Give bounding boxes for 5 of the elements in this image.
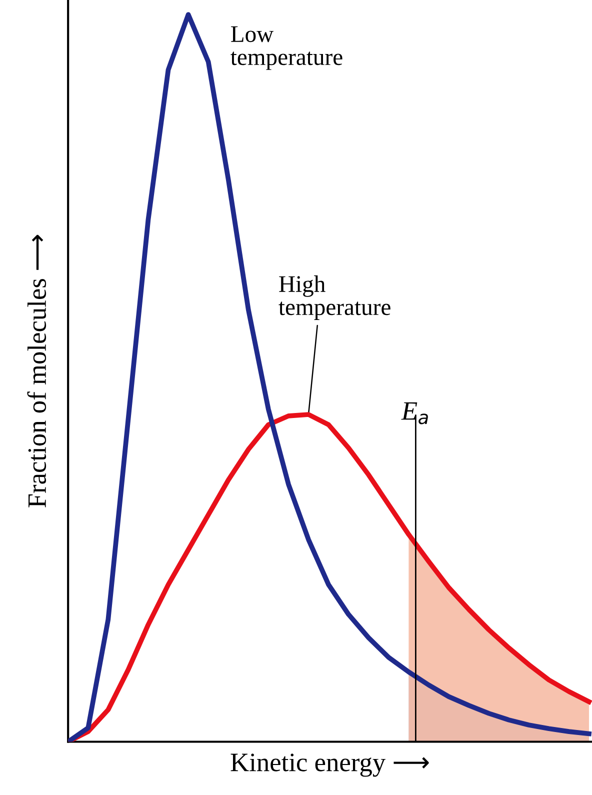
text: High temperature: [278, 275, 390, 320]
x-axis-title: Kinetic energy ⟶: [230, 754, 429, 777]
annotation: E$_{a}$: [401, 402, 428, 424]
y-axis-title: Fraction of molecules ⟶: [27, 234, 46, 508]
series-label: Low temperature: [230, 26, 342, 70]
